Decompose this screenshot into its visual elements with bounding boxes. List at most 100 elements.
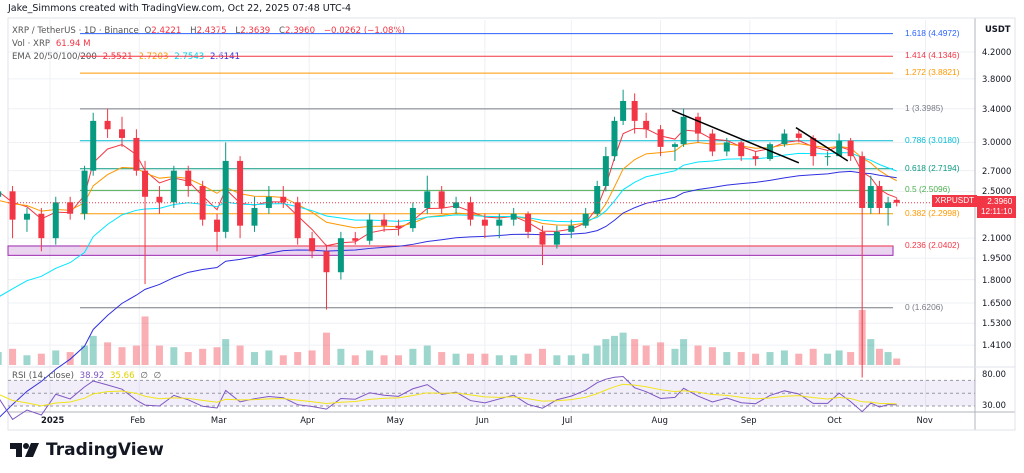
ema-label[interactable]: EMA 20/50/100/200 [12, 52, 97, 62]
rsi-ma-line [0, 383, 897, 407]
high-value: 2.4375 [196, 26, 227, 36]
tradingview-logo-icon [10, 443, 39, 457]
candle-body [251, 207, 258, 226]
volume-bar [593, 345, 601, 365]
candle [170, 165, 177, 208]
volume-bar [809, 348, 817, 365]
candle-body [709, 133, 716, 152]
time-axis-tick: Oct [827, 415, 842, 425]
candle [611, 116, 618, 161]
trendline [795, 126, 849, 162]
candle-body [23, 213, 30, 220]
candle-body [738, 142, 745, 157]
candle [795, 129, 802, 143]
candle [695, 112, 701, 143]
volume-bar [610, 335, 618, 365]
candle [9, 186, 16, 239]
ema100-line [0, 152, 897, 297]
candle [214, 213, 221, 252]
volume-bar [780, 350, 788, 365]
chart-credit: Jake_Simmons created with TradingView.co… [8, 3, 352, 14]
candle-body [602, 156, 609, 187]
candle [867, 175, 874, 214]
candle-body [525, 213, 532, 232]
candle [395, 219, 402, 236]
volume-label[interactable]: Vol · XRP [12, 39, 51, 49]
volume-bar [250, 352, 258, 365]
volume-bar [567, 355, 575, 365]
candle-body [438, 191, 445, 208]
chart-frame [7, 17, 1016, 431]
candle-body [680, 116, 687, 145]
volume-bar [213, 347, 221, 365]
candle-body [496, 219, 503, 226]
volume-bar [184, 352, 192, 365]
time-axis-tick: Apr [300, 415, 315, 425]
price-axis-tick: 2.5000 [982, 186, 1012, 197]
volume-bar [132, 345, 140, 365]
candle [525, 211, 532, 239]
volume-bar [452, 353, 460, 365]
candle-body [214, 219, 221, 232]
volume-bar [766, 352, 774, 365]
candle-body [337, 238, 344, 273]
candle-body [671, 144, 678, 147]
candle [104, 108, 111, 138]
candle-body [0, 191, 2, 197]
candle-body [795, 133, 802, 138]
time-axis-tick: 2025 [41, 415, 65, 425]
volume-bar [708, 347, 716, 365]
last-price-tag: 2.3960 12:11:10 [977, 196, 1017, 218]
candle-body [631, 100, 638, 121]
rsi-value: 38.92 [79, 371, 105, 381]
close-label: C [279, 26, 286, 36]
candle [156, 186, 163, 214]
volume-bar [602, 339, 610, 365]
volume-bar [538, 348, 546, 365]
candle-body [594, 186, 601, 214]
tradingview-logo[interactable]: TradingView [10, 440, 164, 460]
symbol-name[interactable]: XRP / TetherUS · 1D · Binance [12, 26, 139, 36]
rsi-axis-tick: 80.00 [982, 369, 1006, 379]
volume-bar [222, 339, 230, 365]
candle-body [467, 202, 474, 220]
volume-bar [423, 345, 431, 365]
symbol-legend: XRP / TetherUS · 1D · Binance O2.4221 H2… [12, 26, 408, 36]
candle [0, 191, 2, 197]
candle [657, 125, 664, 157]
candle [352, 231, 359, 245]
candle [453, 196, 460, 214]
rsi-label[interactable]: RSI (14, close) [12, 371, 74, 381]
volume-bar [308, 350, 316, 365]
fib-level-label: 0.382 (2.2998) [905, 207, 960, 218]
candle [836, 133, 843, 157]
candle-body [847, 140, 854, 157]
price-axis-tick: 2.1000 [982, 233, 1012, 244]
low-value: 2.3639 [240, 26, 271, 36]
candle [52, 196, 59, 245]
candle-body [395, 225, 402, 229]
time-axis-tick: Aug [651, 415, 668, 425]
price-axis-tick: 1.8000 [982, 274, 1012, 285]
candle-body [156, 196, 163, 203]
rsi-legend: RSI (14, close) 38.92 35.66 ∅ ∅ [12, 371, 164, 381]
price-axis-tick: 4.2000 [982, 47, 1012, 57]
candle-body [553, 231, 560, 245]
candle-body [52, 202, 59, 239]
fib-level-label: 0 (1.6206) [905, 301, 944, 312]
candle-body [510, 213, 517, 220]
candle-body [582, 213, 589, 226]
volume-bar [835, 350, 843, 365]
candle [23, 207, 30, 232]
candle-body [170, 170, 177, 203]
volume-bar [657, 342, 665, 365]
candle [133, 129, 140, 176]
time-axis-tick: Nov [916, 415, 933, 425]
candle-body [893, 199, 900, 203]
candle [90, 112, 97, 176]
ema200-line [0, 170, 897, 418]
candle [496, 213, 503, 239]
candle-body [185, 170, 192, 187]
rsi-extra-1: ∅ [140, 371, 148, 381]
